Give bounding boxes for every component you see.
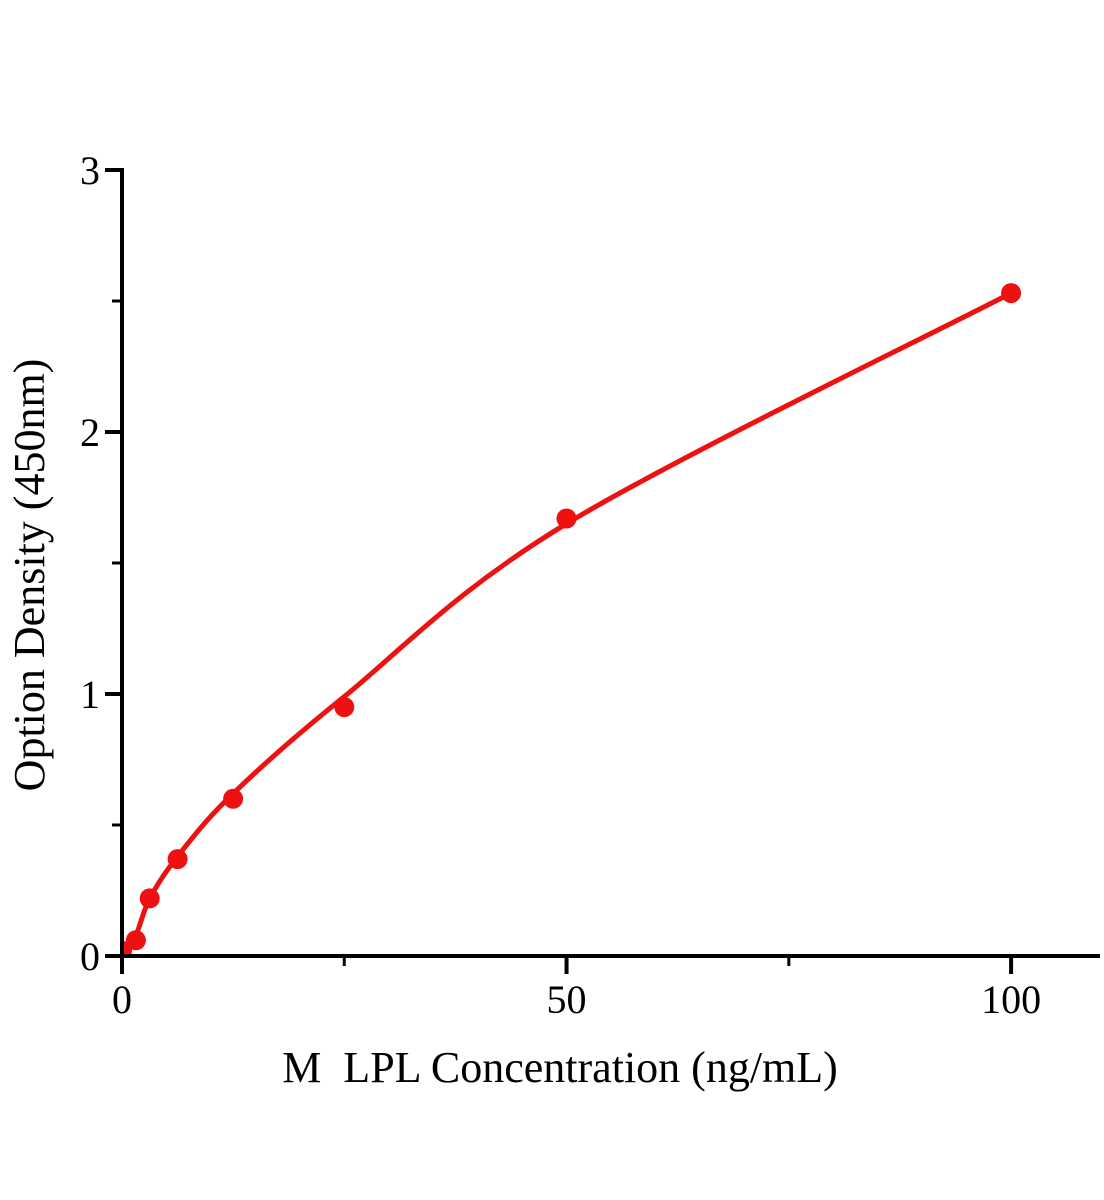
y-axis-title: Option Density (450nm) (5, 359, 54, 792)
data-point (125, 930, 146, 951)
series-layer (122, 283, 1022, 956)
data-point (556, 508, 577, 529)
y-tick-label: 2 (80, 410, 100, 455)
data-point (223, 788, 244, 809)
x-axis-title: M LPL Concentration (ng/mL) (282, 1043, 838, 1092)
fit-curve (122, 290, 1014, 956)
data-point (167, 849, 188, 870)
y-tick-label: 3 (80, 148, 100, 193)
axes-layer (105, 168, 1100, 974)
x-tick-label: 100 (981, 977, 1041, 1022)
data-point (334, 697, 355, 718)
data-point (139, 888, 160, 909)
data-point (1001, 283, 1022, 304)
y-tick-label: 1 (80, 672, 100, 717)
y-tick-label: 0 (80, 934, 100, 979)
x-tick-label: 0 (112, 977, 132, 1022)
x-tick-label: 50 (547, 977, 587, 1022)
tick-label-layer: 0 50 100 0 1 2 3 (80, 148, 1041, 1022)
